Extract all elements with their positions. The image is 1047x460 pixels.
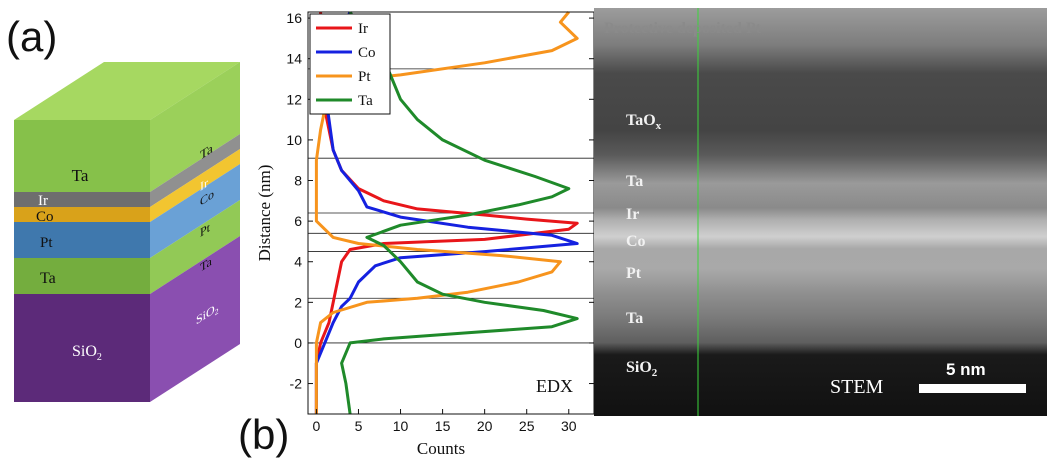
y-tick-label: 2 (294, 294, 302, 310)
pt-front-face (14, 222, 150, 258)
x-axis-label: Counts (417, 439, 465, 458)
ta2-side-face (150, 200, 240, 294)
pt-side-face (150, 164, 240, 258)
scale-bar-label: 5 nm (946, 360, 986, 379)
legend-label-co: Co (358, 45, 376, 61)
ta-front-face (14, 120, 150, 192)
y-tick-label: 14 (286, 51, 302, 67)
legend-box (309, 13, 391, 115)
stem-image: Protective deposited Pt TaOx Ta Ir Co Pt Ta Si… (594, 8, 1047, 416)
ir-front-face (14, 192, 150, 207)
y-tick-label: 16 (286, 10, 302, 26)
front-label-co: Co (36, 209, 54, 225)
ir-side-face (150, 134, 240, 207)
side-label-pt: Pt (200, 220, 210, 240)
legend-label-pt: Pt (358, 69, 371, 85)
series-line-ta (340, 11, 579, 415)
ta2-front-face (14, 258, 150, 294)
stem-layer-label-5: Ta (626, 310, 644, 327)
sio2-side-face (150, 236, 240, 402)
side-label-ta2: Ta (200, 253, 212, 274)
y-tick-label: 4 (294, 254, 302, 270)
series-line-pt (314, 11, 579, 414)
x-tick-label: 15 (435, 418, 451, 434)
front-label-sio2: SiO2 (72, 343, 102, 363)
stem-caption: STEM (830, 376, 884, 398)
panel-label-b: (b) (238, 411, 290, 458)
stem-layer-label-3: Co (626, 233, 646, 250)
front-label-ir: Ir (38, 193, 48, 209)
y-tick-label: 6 (294, 213, 302, 229)
front-label-pt: Pt (40, 235, 53, 251)
edx-profile-chart: -2 0 2 4 6 8 10 12 14 16 0 5 10 15 20 25 30 Distance (nm… (255, 10, 595, 458)
y-axis-label: Distance (nm) (255, 165, 274, 262)
x-tick-label: 25 (519, 418, 535, 434)
front-label-ta: Ta (72, 166, 89, 185)
stem-layer-label-6: SiO2 (626, 359, 658, 380)
co-side-face (150, 149, 240, 222)
y-tick-label: -2 (290, 376, 303, 392)
scale-bar (919, 384, 1026, 393)
legend: Ir Co Pt Ta (309, 13, 391, 115)
y-tick-label: 8 (294, 173, 302, 189)
y-tick-label: 0 (294, 335, 302, 351)
legend-label-ta: Ta (358, 93, 373, 109)
y-tick-label: 12 (286, 91, 302, 107)
side-label-ir: Ir (200, 175, 209, 194)
stem-layer-label-0: TaOx (626, 112, 662, 133)
stem-layer-label-4: Pt (626, 265, 642, 282)
front-label-ta2: Ta (40, 270, 56, 287)
x-tick-label: 10 (393, 418, 409, 434)
x-tick-label: 5 (355, 418, 363, 434)
stem-layer-label-1: Ta (626, 173, 644, 190)
panel-label-a: (a) (6, 13, 58, 60)
x-tick-label: 20 (477, 418, 493, 434)
layer-stack-diagram: Ta Ir Co Pt Ta SiO2 Ta Ir Co Pt Ta SiO2 (14, 62, 240, 402)
stem-title: Protective deposited Pt (604, 20, 761, 37)
ta-top-face (14, 62, 240, 120)
sio2-front-face (14, 294, 150, 402)
x-tick-label: 30 (561, 418, 577, 434)
co-front-face (14, 207, 150, 222)
x-tick-label: 0 (313, 418, 321, 434)
legend-label-ir: Ir (358, 21, 368, 37)
series-line-ir (314, 12, 579, 414)
y-tick-label: 10 (286, 132, 302, 148)
ta-side-face (150, 62, 240, 192)
stem-layer-label-2: Ir (626, 206, 640, 223)
edx-annotation: EDX (536, 376, 573, 396)
stem-background (594, 8, 1047, 416)
